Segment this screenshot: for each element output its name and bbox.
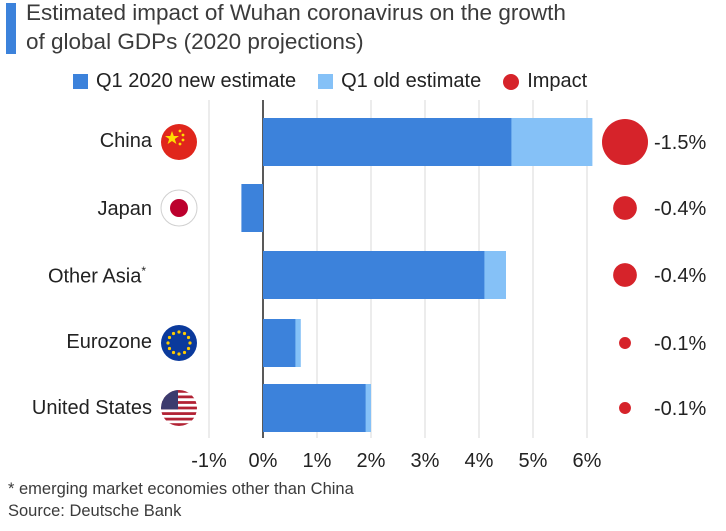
category-label-eurozone: Eurozone (66, 331, 152, 353)
x-tick-label: 0% (249, 450, 278, 472)
chart-title-line-2: of global GDPs (2020 projections) (26, 29, 364, 54)
impact-bubble-other-asia (613, 263, 637, 287)
bar-new-other-asia (263, 251, 485, 299)
bar-new-china (263, 118, 512, 166)
us-flag-icon (161, 390, 197, 426)
impact-bubble-united-states (619, 402, 631, 414)
x-tick-label: 6% (573, 450, 602, 472)
x-tick-label: 5% (519, 450, 548, 472)
impact-label-other-asia: -0.4% (654, 265, 706, 287)
footnote: * emerging market economies other than C… (8, 480, 354, 498)
eu-star (167, 346, 172, 351)
eu-star (188, 341, 192, 345)
legend: Q1 2020 new estimate Q1 old estimate Imp… (73, 70, 609, 93)
impact-bubble-japan (613, 196, 637, 220)
eu-star (177, 352, 181, 356)
chart-title-line-1: Estimated impact of Wuhan coronavirus on… (26, 0, 566, 25)
x-tick-label: 1% (303, 450, 332, 472)
x-tick-label: 3% (411, 450, 440, 472)
legend-label-new: Q1 2020 new estimate (96, 70, 297, 92)
eu-flag-icon (161, 325, 197, 361)
eu-star (167, 335, 172, 340)
eu-star (182, 331, 187, 336)
bar-new-eurozone (263, 319, 296, 367)
legend-item-new: Q1 2020 new estimate (73, 70, 296, 93)
eu-star (166, 341, 170, 345)
impact-label-china: -1.5% (654, 132, 706, 154)
eu-star (171, 331, 176, 336)
impact-bubble-eurozone (619, 337, 631, 349)
legend-label-impact: Impact (527, 70, 588, 92)
eu-star (177, 330, 181, 334)
source-note: Source: Deutsche Bank (8, 502, 182, 520)
legend-swatch-old (318, 74, 334, 89)
x-tick-label: -1% (191, 450, 227, 472)
legend-item-old: Q1 old estimate (318, 70, 481, 93)
category-label-other-asia: Other Asia* (47, 264, 146, 288)
impact-label-united-states: -0.1% (654, 398, 706, 420)
eu-star (186, 346, 191, 351)
impact-bubble-china (602, 119, 648, 165)
bar-new-united-states (263, 384, 366, 432)
category-label-japan: Japan (97, 198, 153, 220)
category-label-united-states: United States (31, 397, 152, 419)
eu-star (182, 350, 187, 355)
impact-label-japan: -0.4% (654, 198, 706, 220)
title-accent-bar (6, 3, 16, 54)
china-flag-icon (161, 124, 197, 160)
legend-label-old: Q1 old estimate (341, 70, 482, 92)
x-tick-label: 2% (357, 450, 386, 472)
x-tick-label: 4% (465, 450, 494, 472)
japan-flag-icon (160, 189, 198, 227)
eu-star (171, 350, 176, 355)
legend-swatch-impact (503, 73, 520, 90)
legend-item-impact: Impact (503, 70, 587, 93)
legend-swatch-new (73, 74, 88, 89)
category-label-china: China (99, 130, 152, 152)
bar-new-japan (241, 184, 263, 232)
eu-star (186, 335, 191, 340)
impact-label-eurozone: -0.1% (654, 333, 706, 355)
